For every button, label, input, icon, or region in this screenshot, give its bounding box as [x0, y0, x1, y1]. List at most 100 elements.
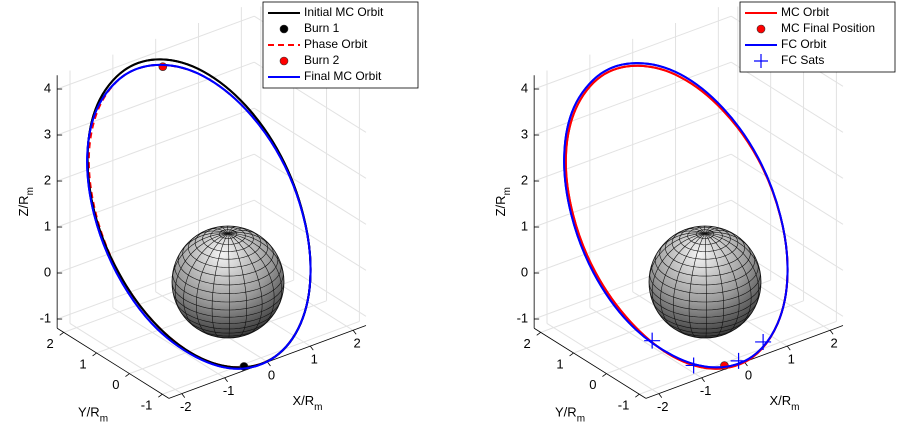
y-tick-label: 0 [589, 377, 596, 392]
z-axis-label: Z/Rm [494, 187, 513, 216]
sphere-grid [211, 233, 229, 338]
legend-label: Final MC Orbit [304, 69, 382, 83]
grid-line [730, 199, 844, 271]
legend: MC Orbit MC Final Position FC Orbit FC Sats [739, 1, 896, 73]
sphere-grid [673, 233, 706, 336]
grid-line [56, 199, 255, 274]
x-tick [181, 393, 186, 398]
z-tick-label: 3 [44, 126, 51, 141]
sphere-grid [174, 263, 282, 294]
y-tick [569, 352, 574, 357]
grid-line [533, 153, 732, 228]
sphere-grid [649, 273, 761, 303]
sphere-grid [684, 334, 726, 338]
x-tick-label: 1 [311, 352, 318, 367]
x-tick [267, 361, 271, 367]
legend-swatch [279, 56, 289, 66]
x-tick [829, 330, 834, 335]
y-axis [533, 327, 647, 399]
sphere-grid [172, 273, 284, 303]
sphere-grid [227, 233, 230, 338]
legend-swatch [756, 24, 766, 34]
x-tick [786, 345, 791, 351]
x-axis-label: X/Rm [292, 393, 322, 412]
x-tick [224, 377, 228, 383]
x-axis-label: X/Rm [769, 393, 799, 412]
sphere-grid [180, 232, 229, 253]
grid-line [56, 61, 255, 136]
sphere-grid [705, 233, 761, 278]
sphere-grid [704, 233, 740, 335]
y-tick [602, 373, 607, 377]
orbit-line [86, 63, 312, 370]
sphere-grid [227, 226, 229, 234]
sphere-mesh [172, 226, 284, 338]
legend-label: Burn 2 [304, 53, 340, 67]
sphere-grid [172, 233, 229, 285]
grid-line [546, 323, 660, 395]
sphere-grid [227, 228, 246, 234]
x-axis-label-sub: m [314, 402, 322, 413]
z-tick-label: 0 [44, 264, 51, 279]
x-tick [309, 345, 314, 351]
sphere-grid [183, 233, 229, 329]
x-tick [701, 377, 705, 383]
sphere-grid [704, 233, 760, 310]
sphere-grid [228, 233, 284, 278]
x-tick-label: 1 [788, 352, 795, 367]
legend-label: MC Final Position [781, 21, 875, 35]
x-axis-label-main: X/R [769, 393, 791, 408]
grid-line [112, 307, 225, 379]
sphere-grid [207, 334, 249, 338]
sphere-grid [652, 302, 758, 324]
sphere-grid [704, 226, 706, 234]
z-axis-label-main: Z/R [494, 195, 509, 216]
sphere-grid [218, 226, 229, 234]
z-tick-label: 4 [44, 80, 51, 95]
sphere-grid [188, 236, 268, 268]
sphere-grid [704, 233, 707, 338]
grid-line [589, 307, 702, 379]
legend-label: Initial MC Orbit [304, 5, 384, 19]
sphere-grid [187, 320, 269, 334]
grid-line [253, 153, 367, 225]
marker-plus [730, 352, 747, 369]
z-tick-label: 0 [521, 264, 528, 279]
sphere-grid [664, 320, 746, 334]
legend: Initial MC Orbit Burn 1 Phase Orbit Burn 2 F… [262, 1, 419, 89]
grid-line [533, 61, 732, 136]
y-tick [92, 352, 97, 357]
x-tick-label: -1 [700, 383, 712, 398]
sphere-grid [180, 311, 276, 330]
z-tick-label: -1 [517, 310, 529, 325]
marker-plus [685, 357, 702, 374]
y-axis-label: Y/Rm [78, 405, 108, 424]
y-tick [635, 393, 640, 398]
grid-line [533, 199, 732, 274]
legend-swatch [279, 24, 289, 34]
sphere-grid [651, 263, 759, 294]
y-tick-label: 0 [112, 377, 119, 392]
y-axis-label-main: Y/R [78, 405, 100, 420]
legend-swatch [754, 54, 768, 68]
x-tick-label: -2 [180, 399, 192, 414]
sphere-grid [227, 232, 273, 249]
y-tick-label: 1 [556, 356, 563, 371]
x-axis-label-sub: m [791, 402, 799, 413]
x-tick-label: -1 [223, 383, 235, 398]
z-tick-label: 2 [521, 172, 528, 187]
z-tick-label: 1 [521, 218, 528, 233]
sphere-mesh [649, 226, 761, 338]
sphere-grid [177, 254, 279, 286]
sphere-grid [227, 233, 275, 327]
sphere-grid [195, 230, 229, 237]
sphere-grid [704, 226, 713, 234]
sphere-grid [227, 226, 236, 234]
sphere-grid [659, 244, 751, 277]
z-axis-label-sub: m [502, 187, 513, 195]
legend-label: MC Orbit [781, 5, 830, 19]
z-axis-label: Z/Rm [17, 187, 36, 216]
x-tick [658, 393, 663, 398]
